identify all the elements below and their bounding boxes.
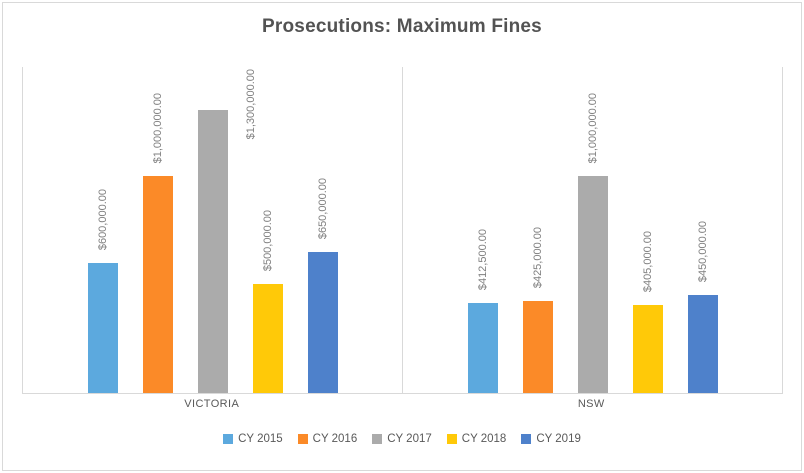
bar-slot: $650,000.00: [307, 67, 338, 393]
legend-item-cy-2018[interactable]: CY 2018: [446, 433, 507, 445]
legend-label: CY 2019: [536, 433, 581, 445]
bar-value-label: $650,000.00: [316, 177, 329, 239]
legend-swatch-cy-2016: [297, 434, 308, 444]
bar-slot: $405,000.00: [632, 67, 663, 393]
bar-victoria-cy-2017[interactable]: [197, 110, 228, 393]
bar-nsw-cy-2016[interactable]: [522, 301, 553, 393]
bar-value-label: $405,000.00: [641, 230, 654, 292]
bar-slot: $450,000.00: [687, 67, 718, 393]
bar-nsw-cy-2015[interactable]: [467, 303, 498, 393]
bar-nsw-cy-2017[interactable]: [577, 176, 608, 393]
legend-label: CY 2015: [238, 433, 283, 445]
bar-slot: $500,000.00: [252, 67, 283, 393]
bar-value-label: $412,500.00: [476, 228, 489, 290]
bar-value-label: $1,000,000.00: [151, 92, 164, 163]
bar-slot: $1,300,000.00: [197, 67, 257, 393]
bar-slot: $1,000,000.00: [577, 67, 608, 393]
bar-victoria-cy-2016[interactable]: [142, 176, 173, 393]
legend-item-cy-2015[interactable]: CY 2015: [223, 433, 283, 445]
legend-item-cy-2017[interactable]: CY 2017: [372, 433, 432, 445]
bar-victoria-cy-2015[interactable]: [87, 263, 118, 393]
bar-value-label: $450,000.00: [696, 220, 709, 282]
legend-item-cy-2016[interactable]: CY 2016: [297, 433, 358, 445]
bar-victoria-cy-2018[interactable]: [252, 284, 283, 393]
legend-label: CY 2016: [312, 433, 358, 445]
bar-value-label: $500,000.00: [261, 209, 274, 271]
category-label-nsw: NSW: [577, 398, 605, 410]
bar-value-label: $425,000.00: [531, 226, 544, 288]
legend-label: CY 2017: [387, 433, 432, 445]
legend-swatch-cy-2017: [372, 434, 383, 444]
legend-swatch-cy-2018: [446, 434, 457, 444]
bar-slot: $1,000,000.00: [142, 67, 173, 393]
chart-title: Prosecutions: Maximum Fines: [262, 16, 542, 37]
category-group-victoria: $600,000.00 $1,000,000.00 $1,300,000.00 $50…: [23, 67, 403, 393]
bar-slot: $412,500.00: [467, 67, 498, 393]
legend-item-cy-2019[interactable]: CY 2019: [521, 433, 581, 445]
category-axis: VICTORIA NSW: [22, 398, 781, 410]
bar-value-label: $600,000.00: [96, 188, 109, 250]
bar-nsw-cy-2018[interactable]: [632, 305, 663, 393]
legend-label: CY 2018: [461, 433, 507, 445]
plot-area: $600,000.00 $1,000,000.00 $1,300,000.00 $50…: [22, 67, 783, 394]
legend: CY 2015 CY 2016 CY 2017 CY 2018 CY 2019: [0, 433, 804, 445]
legend-swatch-cy-2019: [521, 434, 532, 444]
bar-slot: $600,000.00: [87, 67, 118, 393]
category-group-nsw: $412,500.00 $425,000.00 $1,000,000.00 $405,…: [403, 67, 782, 393]
bar-nsw-cy-2019[interactable]: [687, 295, 718, 393]
bar-slot: $425,000.00: [522, 67, 553, 393]
category-label-victoria: VICTORIA: [184, 398, 240, 410]
bar-victoria-cy-2019[interactable]: [307, 252, 338, 393]
legend-swatch-cy-2015: [223, 434, 234, 444]
bar-value-label: $1,000,000.00: [586, 92, 599, 163]
